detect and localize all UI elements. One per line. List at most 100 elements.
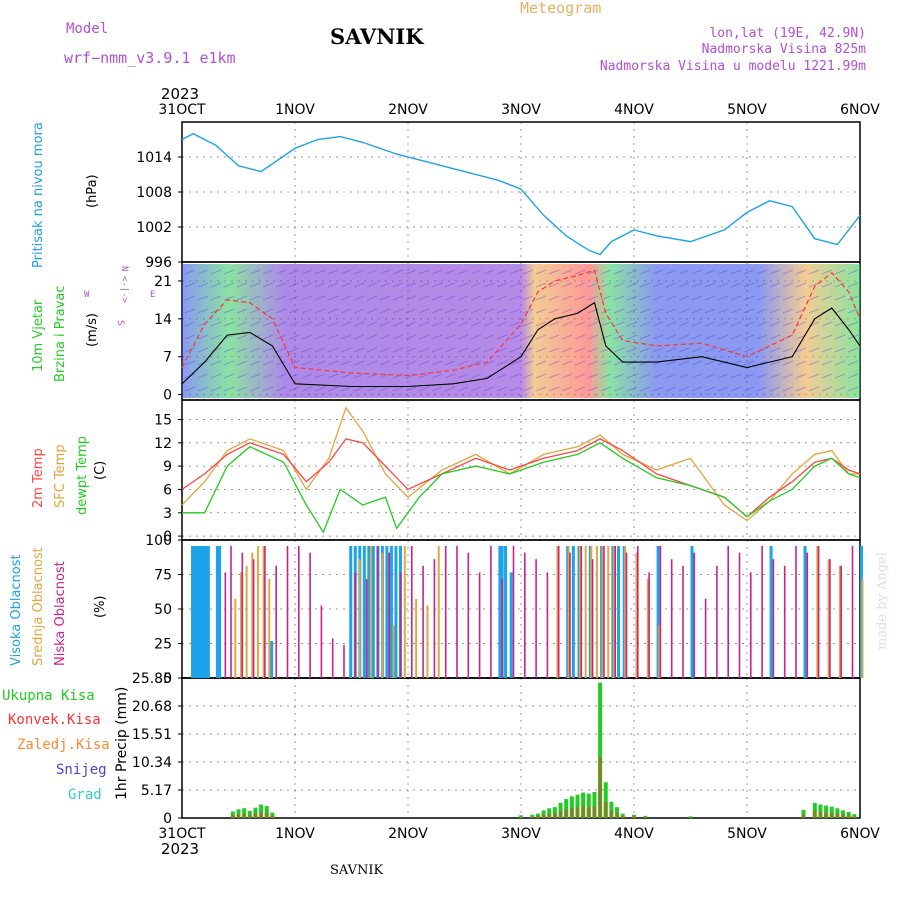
mid-cloud-bar: [234, 598, 237, 678]
wind-barb: [795, 321, 807, 327]
wind-barb: [353, 308, 365, 314]
wind-barb: [496, 334, 508, 340]
wind-barb: [444, 282, 456, 288]
wind-barb: [613, 269, 625, 275]
wind-barb: [613, 347, 625, 353]
wind-barb: [704, 269, 716, 275]
wind-barb: [782, 308, 794, 314]
wind-barb: [613, 282, 625, 288]
precip-bar: [846, 812, 851, 818]
wind-barb: [184, 282, 196, 288]
precip-bar: [270, 812, 275, 818]
precip-bar: [535, 813, 540, 818]
wind-barb: [626, 321, 638, 327]
wind-barb: [392, 360, 404, 366]
wind-barb: [418, 295, 430, 301]
wind-barb: [327, 308, 339, 314]
wind-barb: [210, 334, 222, 340]
wind-barb: [275, 269, 287, 275]
wind-barb: [496, 321, 508, 327]
wind-barb: [366, 386, 378, 392]
wind-barb: [314, 386, 326, 392]
wind-barb: [379, 360, 391, 366]
wind-barb: [704, 373, 716, 379]
wind-barb: [509, 334, 521, 340]
wind-barb: [587, 347, 599, 353]
mid-cloud-bar: [256, 546, 259, 678]
wind-barb: [574, 295, 586, 301]
wind-barb: [652, 295, 664, 301]
wind-barb: [483, 321, 495, 327]
wind-barb: [769, 360, 781, 366]
wind-barb: [652, 282, 664, 288]
temp2m-label: 2m Temp: [31, 448, 46, 508]
wind-barb: [769, 386, 781, 392]
precip-bar: [552, 807, 557, 818]
wind-barb: [197, 308, 209, 314]
wind-barb: [288, 386, 300, 392]
wind-barb: [366, 373, 378, 379]
low-cloud-bar: [648, 572, 650, 678]
wind-barb: [405, 269, 417, 275]
wind-barb: [691, 321, 703, 327]
precip-bar: [259, 804, 264, 818]
y-tick-label: 996: [145, 255, 172, 271]
day-label-top: 3NOV: [501, 102, 541, 118]
wind-barb: [717, 386, 729, 392]
wind-barb: [236, 360, 248, 366]
wind-barb: [548, 334, 560, 340]
low-cloud-bar: [286, 546, 289, 678]
wind-barb: [665, 347, 677, 353]
low-cloud-bar: [309, 552, 311, 678]
wind-barb: [847, 386, 859, 392]
wind-barb: [249, 282, 261, 288]
wind-barb: [652, 321, 664, 327]
y-tick-label: 14: [154, 312, 172, 328]
wind-barb: [379, 373, 391, 379]
wind-barb: [405, 386, 417, 392]
compass-arrows: <-|->: [119, 276, 129, 304]
wind-barb: [535, 373, 547, 379]
wind-barb: [236, 321, 248, 327]
wind-barb: [717, 321, 729, 327]
wind-barb: [392, 269, 404, 275]
wind-barb: [236, 295, 248, 301]
high-cloud-bar: [617, 546, 621, 678]
wind-barb: [782, 269, 794, 275]
precip-bar-conv: [586, 807, 591, 818]
wind-barb: [574, 347, 586, 353]
day-label-top: 31OCT: [158, 102, 206, 118]
wind-barb: [639, 373, 651, 379]
wind-barb: [665, 386, 677, 392]
compass-s: S: [115, 320, 125, 325]
y-tick-label: 6: [163, 482, 172, 498]
wind-barb: [223, 373, 235, 379]
compass-e: E: [150, 290, 155, 300]
y-tick-label: 0: [163, 529, 172, 545]
wind-barb: [639, 269, 651, 275]
wind-barb: [366, 282, 378, 288]
wind-barb: [353, 269, 365, 275]
wind-barb: [327, 269, 339, 275]
wind-barb: [236, 386, 248, 392]
wind-barb: [626, 334, 638, 340]
wind-barb: [717, 334, 729, 340]
wind-barb: [782, 373, 794, 379]
wind-barb: [314, 282, 326, 288]
precip-bar-conv: [615, 813, 620, 818]
wind-barb: [249, 334, 261, 340]
low-cloud-bar: [275, 565, 277, 678]
wind-barb: [197, 347, 209, 353]
wind-barb: [470, 334, 482, 340]
precip-bar: [801, 809, 806, 818]
wind-barb: [301, 347, 313, 353]
wind-barb: [184, 347, 196, 353]
mid-cloud-bar: [658, 625, 661, 678]
wind-barb: [626, 386, 638, 392]
wind-barb: [730, 347, 742, 353]
wind-barb: [457, 269, 469, 275]
wind-barb: [613, 321, 625, 327]
pressure-line: [181, 132, 861, 256]
wind-barb: [314, 373, 326, 379]
low-cloud-label: Niska Oblacnost: [53, 561, 68, 666]
